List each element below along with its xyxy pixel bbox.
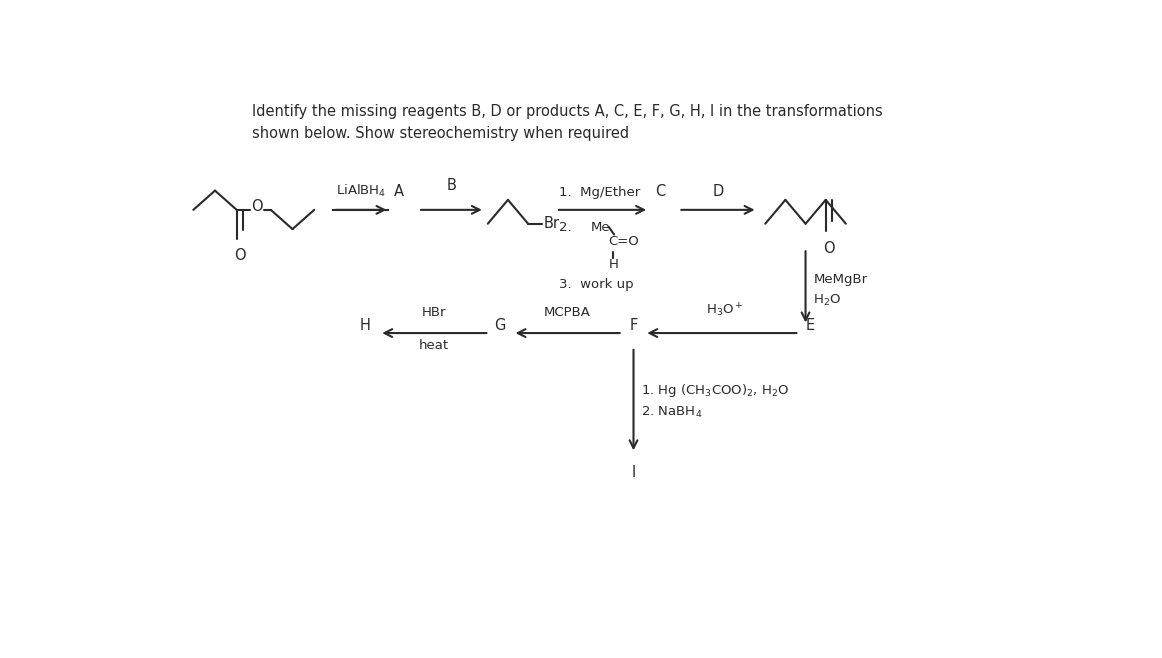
Text: MCPBA: MCPBA	[544, 306, 590, 319]
Text: Identify the missing reagents B, D or products A, C, E, F, G, H, I in the transf: Identify the missing reagents B, D or pr…	[252, 105, 883, 119]
Text: 1. Hg (CH$_3$COO)$_2$, H$_2$O: 1. Hg (CH$_3$COO)$_2$, H$_2$O	[641, 382, 790, 399]
Text: 2.: 2.	[559, 220, 572, 234]
Text: F: F	[630, 318, 638, 333]
Text: MeMgBr: MeMgBr	[813, 272, 867, 286]
Text: H: H	[609, 257, 618, 270]
Text: C: C	[655, 184, 666, 199]
Text: G: G	[495, 318, 505, 333]
Text: H$_2$O: H$_2$O	[813, 293, 841, 308]
Text: O: O	[234, 248, 245, 263]
Text: H: H	[360, 318, 371, 333]
Text: Br: Br	[544, 216, 560, 231]
Text: shown below. Show stereochemistry when required: shown below. Show stereochemistry when r…	[252, 126, 630, 141]
Text: 2. NaBH$_4$: 2. NaBH$_4$	[641, 405, 703, 420]
Text: Me: Me	[590, 220, 610, 234]
Text: C=O: C=O	[609, 236, 639, 248]
Text: heat: heat	[418, 340, 449, 352]
Text: E: E	[805, 318, 815, 333]
Text: O: O	[823, 241, 834, 256]
Text: B: B	[446, 178, 457, 193]
Text: O: O	[251, 199, 263, 215]
Text: LiAlBH$_4$: LiAlBH$_4$	[336, 183, 386, 199]
Text: A: A	[394, 184, 404, 199]
Text: 3.  work up: 3. work up	[559, 278, 633, 291]
Text: H$_3$O$^+$: H$_3$O$^+$	[706, 302, 744, 319]
Text: D: D	[712, 184, 724, 199]
Text: 1.  Mg/Ether: 1. Mg/Ether	[559, 186, 640, 199]
Text: HBr: HBr	[422, 306, 446, 319]
Text: I: I	[631, 465, 636, 480]
